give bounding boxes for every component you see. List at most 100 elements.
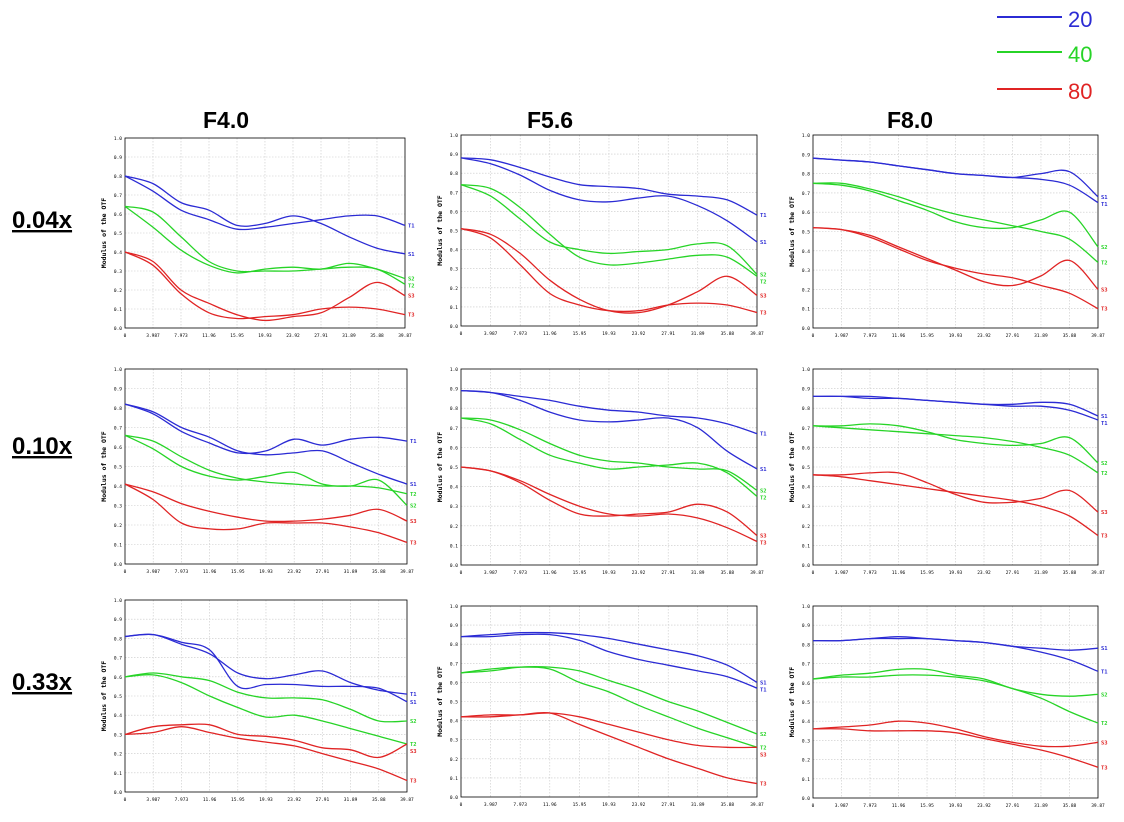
x-tick-label: 27.91 [661,802,675,808]
series-end-label: T2 [410,492,417,498]
series-line-T1 [812,157,1099,204]
x-tick-label: 27.91 [661,331,675,337]
x-tick-label: 19.93 [949,803,963,809]
series-line-S1 [124,175,406,255]
x-tick-label: 31.89 [342,333,356,339]
y-tick-label: 0.7 [450,661,458,667]
series-end-label: T3 [1101,307,1108,313]
y-tick-label: 0.1 [802,777,810,783]
y-tick-label: 0.3 [450,738,458,744]
row-label-004x: 0.04x [12,207,73,234]
series-line-T2 [812,674,1099,724]
series-end-label: S1 [410,700,417,706]
x-tick-label: 7.973 [175,797,189,803]
series-end-label: S1 [408,252,415,258]
x-tick-label: 7.973 [513,570,527,576]
x-tick-label: 19.93 [259,797,273,803]
y-tick-label: 0.9 [450,387,458,393]
plot-frame [812,134,1099,329]
plot-frame [460,134,758,327]
series-end-label: S2 [1101,461,1108,467]
y-tick-label: 0.8 [802,406,810,412]
y-tick-label: 0.5 [114,694,122,700]
x-tick-label: 19.93 [258,333,272,339]
series-line-T1 [460,157,758,216]
x-tick-label: 39.87 [1091,803,1105,809]
x-tick-label: 23.92 [286,333,300,339]
panel-0.04x-F8.0: 0.0 0.1 0.2 0.3 0.4 0.5 0.6 0.7 0.8 0.9 1.0 0 3.987 7… [788,133,1108,339]
series-line-S2 [460,184,758,275]
x-tick-label: 15.95 [920,333,934,339]
series-end-label: S3 [1101,287,1108,293]
y-tick-label: 0.3 [114,504,122,510]
plot-frame [812,368,1099,566]
y-tick-label: 1.0 [802,133,810,139]
series-line-T1 [812,636,1099,672]
y-tick-label: 0.3 [802,738,810,744]
x-tick-label: 15.95 [920,570,934,576]
y-tick-label: 0.9 [802,387,810,393]
y-tick-label: 0.3 [450,504,458,510]
series-line-S2 [812,423,1099,464]
x-tick-label: 19.93 [259,569,273,575]
series-line-T3 [812,474,1099,537]
x-tick-label: 23.92 [632,331,646,337]
series-line-T1 [124,403,408,455]
y-tick-label: 0.5 [114,465,122,471]
series-end-label: S1 [760,467,767,473]
x-tick-label: 39.87 [400,797,414,803]
series-end-label: T3 [410,778,417,784]
series-line-T3 [460,466,758,543]
series-end-label: S1 [1101,195,1108,201]
x-tick-label: 23.92 [977,803,991,809]
y-tick-label: 0.2 [114,523,122,529]
x-tick-label: 19.93 [602,331,616,337]
x-tick-label: 39.87 [398,333,412,339]
series-line-S1 [124,403,408,485]
x-tick-label: 7.973 [863,570,877,576]
panel-0.04x-F4.0: 0.0 0.1 0.2 0.3 0.4 0.5 0.6 0.7 0.8 0.9 1.0 0 3.987 7… [100,136,415,339]
x-tick-label: 7.973 [513,802,527,808]
series-end-label: S3 [1101,510,1108,516]
x-tick-label: 39.87 [1091,570,1105,576]
series-line-T2 [460,184,758,277]
panel-0.33x-F5.6: 0.0 0.1 0.2 0.3 0.4 0.5 0.6 0.7 0.8 0.9 1.0 0 3.987 7… [436,604,767,808]
series-end-label: S3 [408,294,415,300]
y-tick-label: 0.7 [114,656,122,662]
panel-0.33x-F8.0: 0.0 0.1 0.2 0.3 0.4 0.5 0.6 0.7 0.8 0.9 1.0 0 3.987 7… [788,604,1108,809]
y-tick-label: 0.3 [450,267,458,273]
y-tick-label: 0.6 [802,445,810,451]
series-end-label: S2 [410,504,417,510]
x-tick-label: 15.95 [231,797,245,803]
series-end-label: T3 [410,541,417,547]
series-line-S2 [812,182,1099,248]
x-tick-label: 15.95 [231,569,245,575]
y-tick-label: 1.0 [114,367,122,373]
series-end-label: S2 [1101,245,1108,251]
series-line-S3 [124,483,408,523]
y-tick-label: 0.6 [114,675,122,681]
series-line-T3 [124,726,408,782]
y-axis-label: Modulus of the OTF [788,196,796,267]
panel-0.10x-F4.0: 0.0 0.1 0.2 0.3 0.4 0.5 0.6 0.7 0.8 0.9 1.0 0 3.987 7… [100,367,417,575]
series-line-S2 [124,205,406,280]
y-tick-label: 0.0 [802,796,810,802]
series-end-label: T3 [408,313,415,319]
y-tick-label: 0.0 [114,790,122,796]
series-line-T2 [812,182,1099,263]
panel-0.10x-F5.6: 0.0 0.1 0.2 0.3 0.4 0.5 0.6 0.7 0.8 0.9 1.0 0 3.987 7… [436,367,767,576]
y-tick-label: 0.4 [114,484,122,490]
y-tick-label: 0.1 [450,543,458,549]
row-label-010x: 0.10x [12,433,73,460]
y-axis-label: Modulus of the OTF [788,667,796,738]
x-tick-label: 3.987 [484,570,498,576]
y-tick-label: 0.1 [114,543,122,549]
series-end-label: S1 [760,240,767,246]
y-tick-label: 0.5 [450,700,458,706]
y-tick-label: 0.9 [802,152,810,158]
series-end-label: S3 [410,519,417,525]
x-tick-label: 3.987 [835,803,849,809]
x-tick-label: 35.88 [721,331,735,337]
series-line-S2 [812,668,1099,697]
x-tick-label: 27.91 [1006,333,1020,339]
